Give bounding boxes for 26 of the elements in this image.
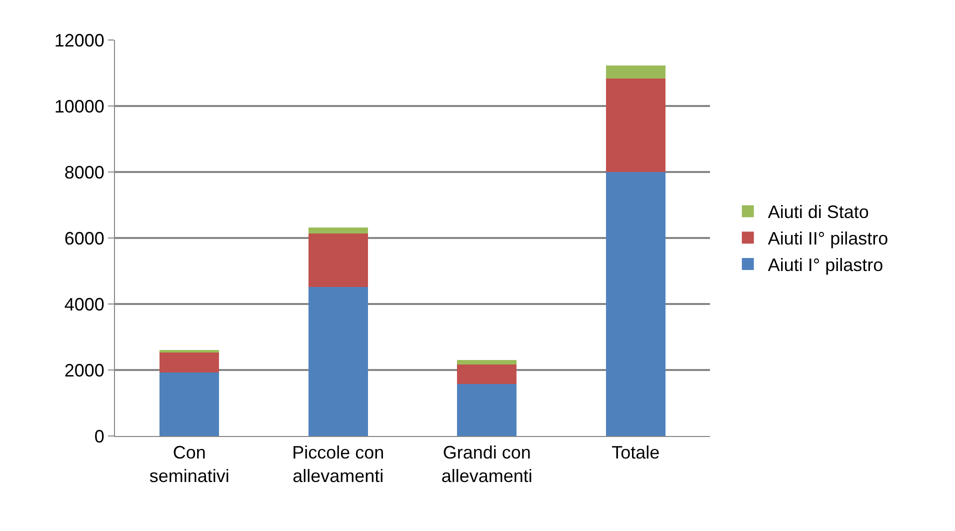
x-tick-label: Piccole con allevamenti bbox=[292, 442, 384, 486]
legend-label: Aiuti II° pilastro bbox=[768, 228, 888, 249]
x-tick-label: Con seminativi bbox=[149, 442, 230, 486]
y-tick-label: 2000 bbox=[64, 360, 104, 380]
bar bbox=[606, 172, 666, 436]
y-tick-label: 4000 bbox=[64, 294, 104, 314]
y-tick-label: 8000 bbox=[64, 162, 104, 182]
y-tick-label: 0 bbox=[94, 426, 104, 446]
bar bbox=[457, 364, 517, 384]
bar bbox=[308, 233, 368, 287]
x-tick-label: Totale bbox=[612, 442, 660, 463]
bar bbox=[160, 372, 220, 436]
y-tick-label: 12000 bbox=[54, 30, 104, 50]
legend-label: Aiuti di Stato bbox=[768, 202, 869, 222]
bar bbox=[308, 286, 368, 436]
bar bbox=[606, 65, 666, 79]
bar bbox=[457, 360, 517, 364]
bar bbox=[457, 384, 517, 436]
y-tick-label: 6000 bbox=[64, 228, 104, 248]
bar bbox=[160, 352, 220, 372]
bar bbox=[160, 350, 220, 353]
bar bbox=[308, 227, 368, 234]
y-tick-label: 10000 bbox=[54, 96, 104, 116]
bar bbox=[606, 78, 666, 172]
legend-label: Aiuti I° pilastro bbox=[768, 255, 884, 276]
x-tick-label: Grandi con allevamenti bbox=[441, 442, 532, 486]
